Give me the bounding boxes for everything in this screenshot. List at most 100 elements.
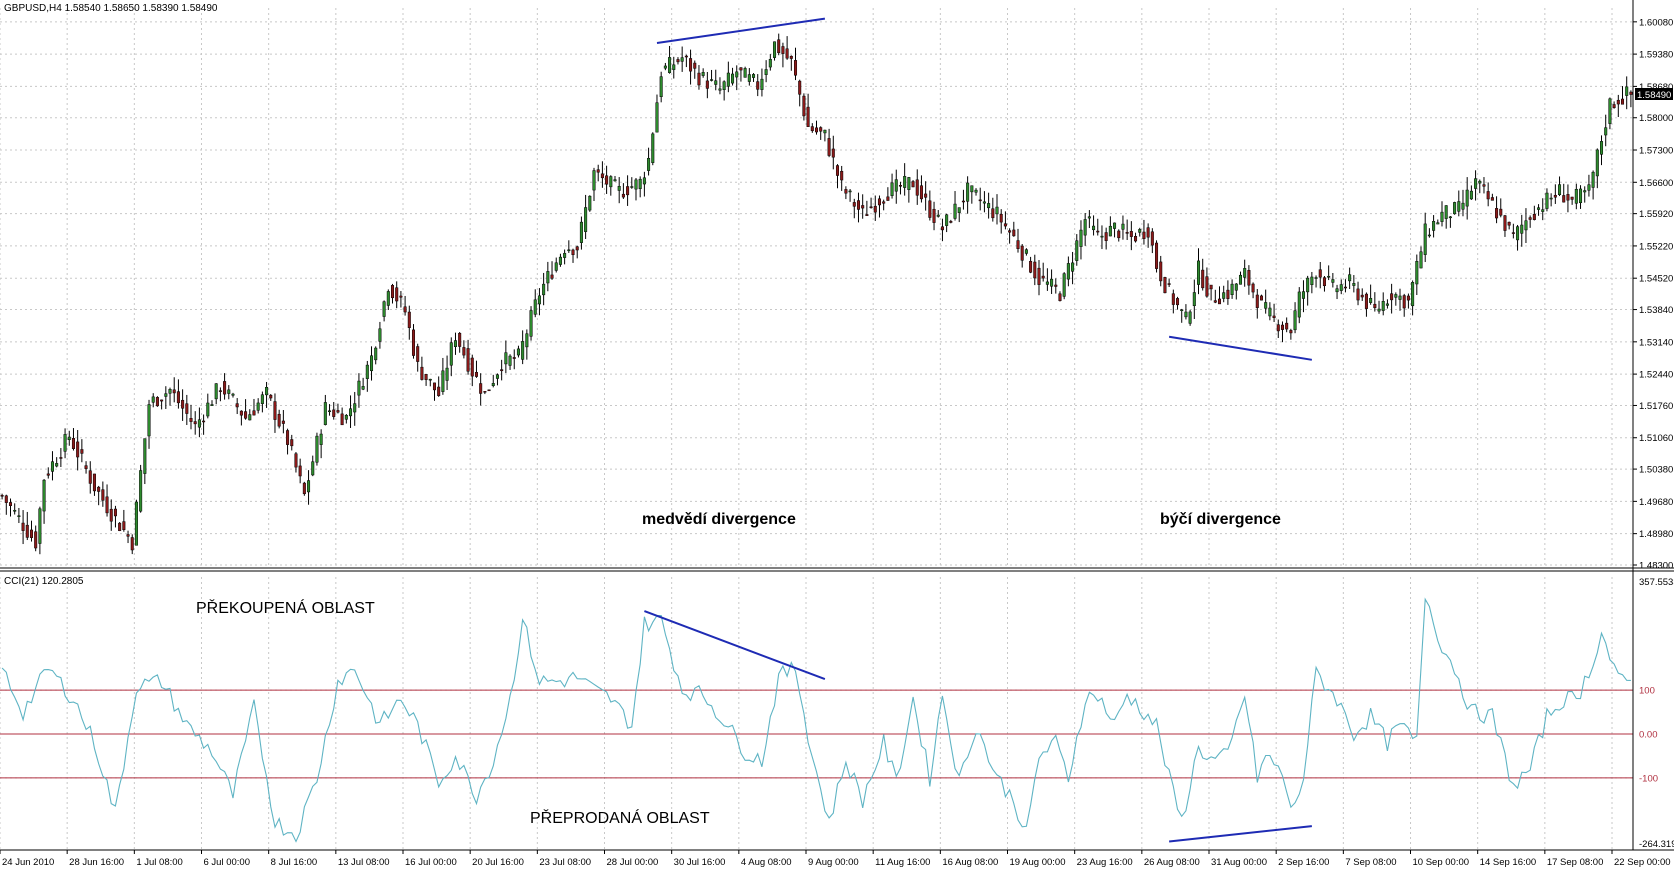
candle-body xyxy=(869,206,873,209)
candle-body xyxy=(411,329,416,356)
candle-body xyxy=(160,399,164,402)
candle-body xyxy=(386,291,390,306)
candle-body xyxy=(1507,221,1511,226)
candle-body xyxy=(353,403,357,413)
candle-body xyxy=(726,72,730,87)
candle-body xyxy=(785,48,789,59)
candle-body xyxy=(919,185,923,200)
price-divergence-trendline xyxy=(656,17,826,45)
time-tick-label: 1 Jul 08:00 xyxy=(136,857,182,868)
candle-body xyxy=(1490,197,1494,201)
candle-body xyxy=(453,340,457,347)
candle-body xyxy=(848,190,852,193)
candle-body xyxy=(609,176,613,188)
candle-body xyxy=(844,189,848,194)
candle-body xyxy=(739,67,743,71)
candle-body xyxy=(328,410,332,413)
candle-body xyxy=(181,399,185,409)
candle-body xyxy=(113,508,117,517)
candle-body xyxy=(861,205,865,209)
candle-body xyxy=(1583,190,1587,193)
candle-body xyxy=(38,508,42,544)
candle-body xyxy=(1226,289,1230,299)
candle-body xyxy=(592,170,596,191)
candle-body xyxy=(374,347,378,361)
candle-body xyxy=(361,386,365,390)
candle-body xyxy=(1104,232,1108,241)
candle-body xyxy=(1478,180,1482,184)
candle-body xyxy=(802,95,806,117)
candle-body xyxy=(340,413,344,426)
current-price-label: 1.58490 xyxy=(1637,90,1671,101)
candle-body xyxy=(1041,275,1045,279)
price-tick-label: 1.55920 xyxy=(1639,209,1673,220)
candle-body xyxy=(319,433,323,445)
candle-body xyxy=(151,396,155,403)
candle-body xyxy=(172,389,176,394)
cci-tick-label: 357.5533 xyxy=(1639,577,1674,588)
price-tick-label: 1.60080 xyxy=(1639,17,1673,28)
price-tick-label: 1.51060 xyxy=(1639,433,1673,444)
candle-body xyxy=(1306,277,1310,293)
time-tick-label: 31 Aug 00:00 xyxy=(1211,857,1267,868)
candle-body xyxy=(626,186,630,196)
candle-body xyxy=(697,72,701,86)
candle-body xyxy=(1469,190,1473,200)
candle-body xyxy=(311,461,315,476)
candle-body xyxy=(1234,283,1238,291)
candle-body xyxy=(823,129,827,134)
candle-body xyxy=(705,80,709,89)
candle-body xyxy=(218,390,222,392)
candle-body xyxy=(928,200,932,218)
candle-body xyxy=(831,148,835,158)
price-tick-label: 1.59380 xyxy=(1639,50,1673,61)
candle-body xyxy=(1176,298,1180,306)
candle-body xyxy=(1625,86,1629,96)
candle-body xyxy=(1620,98,1625,105)
candle-body xyxy=(1293,310,1297,331)
candle-body xyxy=(558,256,562,265)
candle-body xyxy=(961,200,965,203)
candle-body xyxy=(1268,307,1272,317)
price-tick-label: 1.53840 xyxy=(1639,305,1673,316)
candle-body xyxy=(441,370,445,392)
candle-body xyxy=(428,378,432,381)
candle-body xyxy=(810,126,814,132)
candle-body xyxy=(1205,276,1209,297)
candle-body xyxy=(1066,263,1070,280)
candle-body xyxy=(1398,295,1402,300)
candle-body xyxy=(143,438,147,474)
candle-body xyxy=(55,463,59,467)
time-tick-label: 16 Aug 08:00 xyxy=(942,857,998,868)
candle-body xyxy=(533,299,537,315)
candle-body xyxy=(1045,281,1049,285)
time-tick-label: 10 Sep 00:00 xyxy=(1413,857,1470,868)
candle-body xyxy=(752,74,756,78)
time-tick-label: 24 Jun 2010 xyxy=(2,857,54,868)
candle-body xyxy=(1134,236,1138,242)
candle-body xyxy=(80,449,84,454)
price-header: GBPUSD,H4 1.58540 1.58650 1.58390 1.5849… xyxy=(4,3,218,14)
candle-body xyxy=(504,352,508,365)
price-tick-label: 1.57300 xyxy=(1639,146,1673,157)
candle-body xyxy=(1318,269,1322,278)
candle-body xyxy=(256,402,260,411)
candle-body xyxy=(953,203,957,219)
candle-body xyxy=(1012,229,1016,237)
time-tick-label: 23 Jul 08:00 xyxy=(539,857,591,868)
candle-body xyxy=(370,355,374,372)
candle-body xyxy=(1528,217,1532,220)
candle-body xyxy=(1499,208,1503,216)
price-tick-label: 1.58680 xyxy=(1639,82,1673,93)
candle-body xyxy=(487,389,491,392)
candle-body xyxy=(1369,298,1373,303)
candle-body xyxy=(1247,270,1251,286)
overbought-label: PŘEKOUPENÁ OBLAST xyxy=(196,598,375,617)
candle-body xyxy=(974,189,978,193)
candle-body xyxy=(621,193,625,198)
price-tick-label: 1.50380 xyxy=(1639,465,1673,476)
candle-body xyxy=(1343,286,1347,289)
candle-body xyxy=(966,182,970,202)
candle-body xyxy=(17,515,21,517)
candle-body xyxy=(537,295,541,305)
